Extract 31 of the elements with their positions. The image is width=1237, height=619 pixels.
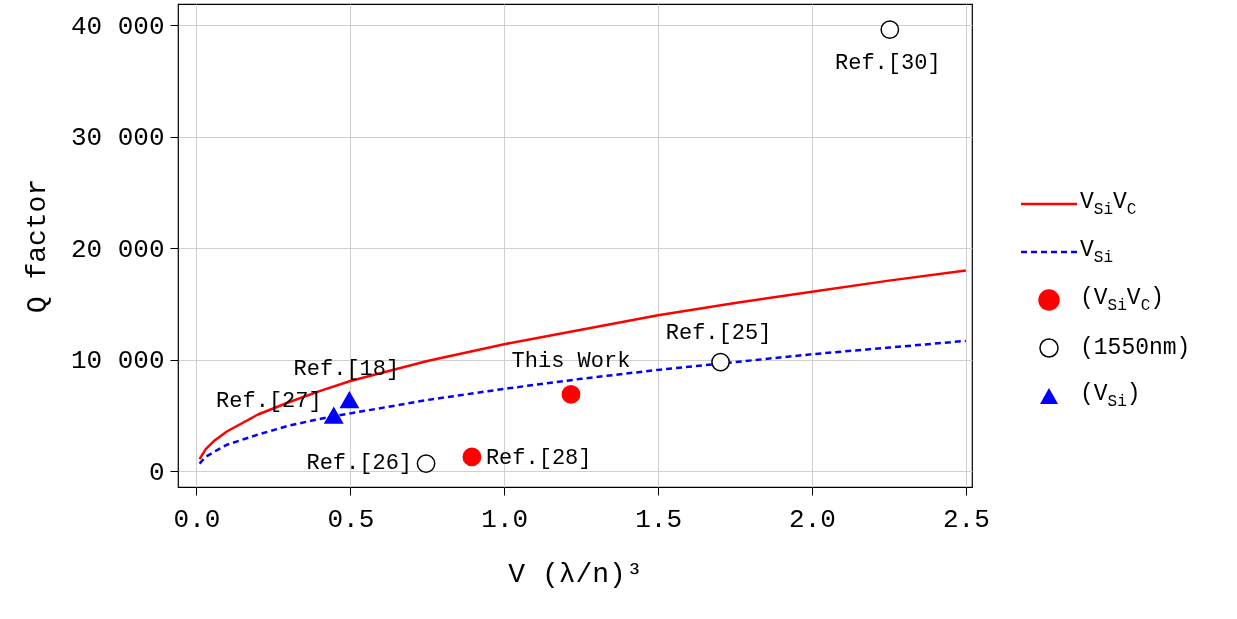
annotation: Ref.[30]	[835, 50, 941, 76]
annotation: Ref.[26]	[306, 450, 413, 476]
point	[880, 20, 900, 40]
y-tick-label: 10 000	[70, 346, 165, 377]
x-tick-label: 2.5	[942, 504, 990, 535]
y-axis-title: Q factor	[21, 178, 53, 314]
y-tick-label: 30 000	[70, 123, 165, 154]
point	[416, 454, 436, 473]
annotation: This Work	[511, 349, 631, 375]
y-tick-label: 0	[148, 457, 165, 488]
legend-label: V$_{Si}$	[1080, 237, 1114, 267]
legend-label: V$_{Si}$V$_{C}$	[1080, 189, 1137, 219]
x-tick-label: 0.0	[173, 504, 221, 535]
legend-label: (1550nm)	[1080, 335, 1191, 361]
annotation: Ref.[25]	[665, 321, 772, 347]
x-tick-label: 0.5	[327, 504, 375, 535]
point	[324, 407, 344, 424]
annotation: Ref.[18]	[293, 356, 400, 382]
point	[462, 447, 482, 467]
point	[711, 352, 730, 372]
legend-label: (V$_{Si}$)	[1080, 381, 1141, 411]
legend-label: (V$_{Si}$V$_{C}$)	[1080, 285, 1165, 315]
y-tick-label: 20 000	[70, 234, 165, 265]
point	[561, 385, 581, 404]
x-axis-title: V (λ/n)³	[508, 558, 643, 590]
x-tick-label: 1.0	[481, 504, 529, 535]
annotation: Ref.[28]	[485, 445, 592, 471]
y-tick-label: 40 000	[70, 11, 165, 42]
x-tick-label: 2.0	[789, 504, 836, 535]
point	[340, 391, 359, 409]
x-tick-label: 1.5	[635, 504, 682, 535]
